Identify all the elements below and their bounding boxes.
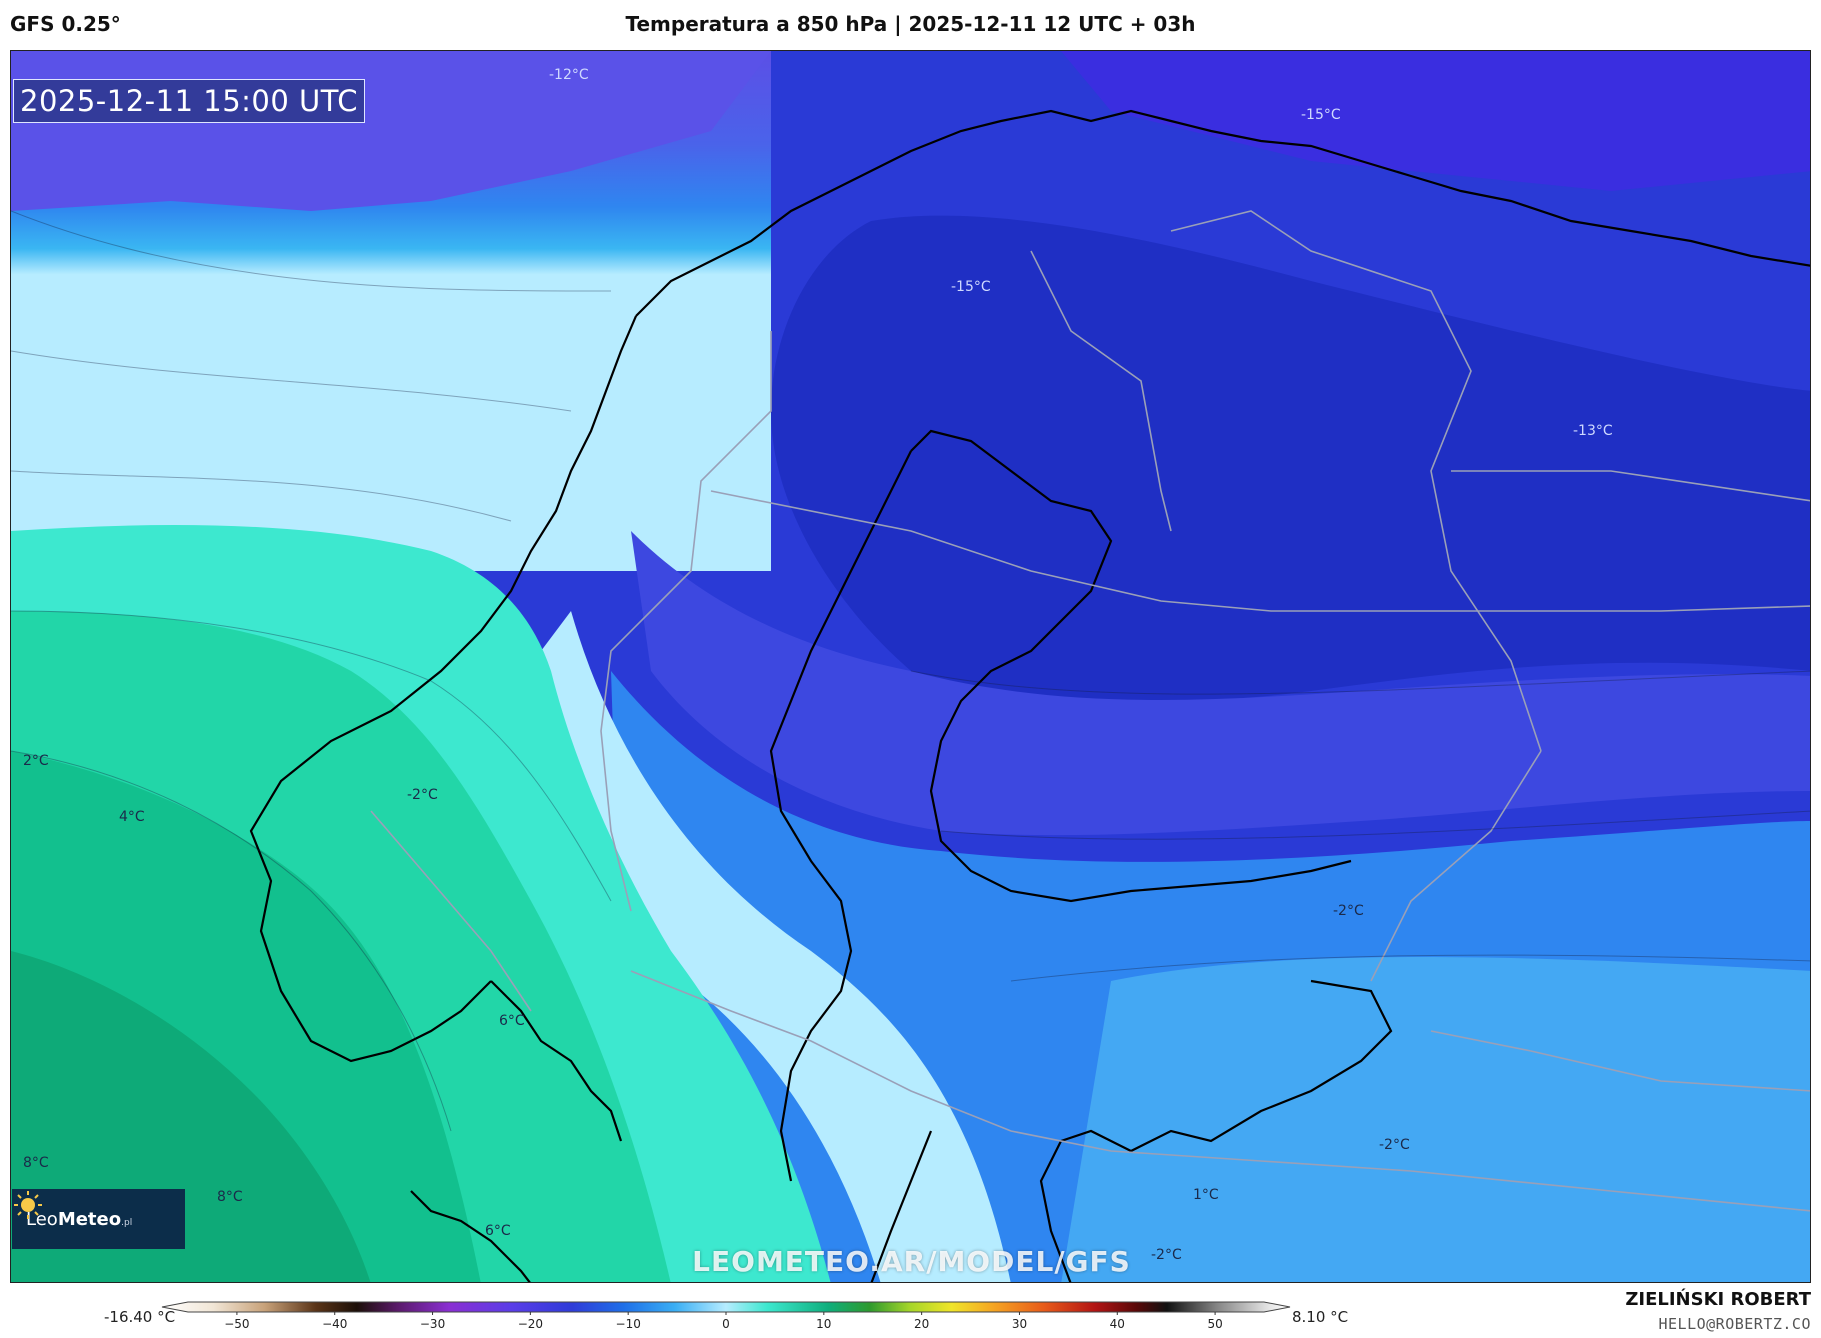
colorbar-gradient [161,1301,1291,1313]
isotherm-contours [11,210,1810,1132]
colorbar-tick-label: 50 [1207,1317,1222,1331]
country-borders [370,210,1810,1212]
model-name: GFS 0.25° [10,12,121,36]
colorbar-tick-label: 30 [1012,1317,1027,1331]
sun-icon [14,1191,42,1219]
colorbar-max-label: 8.10 °C [1292,1308,1349,1326]
isotherm-label: 8°C [23,1155,49,1171]
logo-text: LeoMeteo.pl [26,1208,133,1230]
colorbar-tick-label: −30 [420,1317,445,1331]
isotherm-label: -15°C [951,279,991,295]
isotherm-label: -2°C [1333,903,1364,919]
author-name: ZIELIŃSKI ROBERT [1625,1289,1811,1310]
isotherm-label: 2°C [23,753,49,769]
colorbar-tick-label: 10 [816,1317,831,1331]
isotherm-label: 1°C [1193,1187,1219,1203]
colorbar-tick-label: −50 [224,1317,249,1331]
isotherm-label: 8°C [217,1189,243,1205]
isotherm-label: -12°C [549,67,589,83]
isotherm-label: -15°C [1301,107,1341,123]
colorbar-tick-label: 40 [1110,1317,1125,1331]
isotherm-label: -2°C [1379,1137,1410,1153]
colorbar-tick-label: −10 [616,1317,641,1331]
temperature-map: 2025-12-11 15:00 UTC -12°C -15°C -15°C -… [10,50,1811,1283]
isotherm-label: 6°C [499,1013,525,1029]
isotherm-label: 4°C [119,809,145,825]
colorbar-tick-label: −20 [518,1317,543,1331]
zero-isotherm-band [511,611,1011,1282]
valid-time-stamp: 2025-12-11 15:00 UTC [13,79,366,123]
colorbar-tick-label: 20 [914,1317,929,1331]
colorbar-tick-label: −40 [322,1317,347,1331]
chart-title: Temperatura a 850 hPa | 2025-12-11 12 UT… [625,12,1196,36]
arctic-band [1061,51,1810,191]
isotherm-label: -2°C [407,787,438,803]
isotherm-label: -2°C [1151,1247,1182,1263]
site-watermark: LEOMETEO.AR/MODEL/GFS [692,1245,1131,1278]
colorbar-tick-label: 0 [722,1317,730,1331]
colorbar-min-label: -16.40 °C [104,1308,176,1326]
cold-mid-band [631,531,1810,836]
temperature-field [11,51,1810,1282]
isotherm-label: 6°C [485,1223,511,1239]
colorbar: -16.40 °C −50 −40 −30 −20 −10 0 10 20 30 40 50 8.1… [0,1290,1821,1338]
coastlines [249,109,1810,1282]
author-email: HELLO@ROBERTZ.CO [1658,1315,1811,1333]
colorbar-scale: −50 −40 −30 −20 −10 0 10 20 30 40 50 [161,1301,1291,1331]
leometeo-logo: LeoMeteo.pl [12,1189,185,1249]
isotherm-label: -13°C [1573,423,1613,439]
cold-core [771,215,1810,702]
east-band [1061,957,1810,1282]
